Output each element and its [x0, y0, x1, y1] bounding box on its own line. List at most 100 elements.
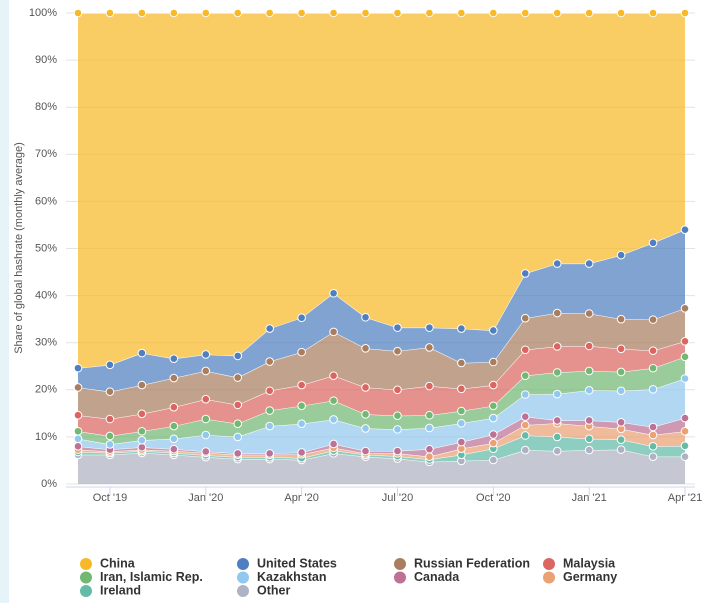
data-point [73, 442, 83, 451]
data-point [584, 366, 594, 376]
data-point [457, 418, 466, 428]
data-point [361, 446, 370, 456]
data-point [680, 336, 690, 346]
data-point [393, 425, 402, 434]
data-point [169, 354, 179, 364]
data-point [489, 380, 498, 390]
data-point [552, 389, 562, 399]
data-point [648, 430, 658, 440]
data-point [552, 308, 562, 318]
data-point [393, 411, 402, 421]
data-point [680, 8, 690, 18]
legend-marker [394, 558, 406, 570]
data-point [329, 288, 338, 298]
data-point [552, 446, 562, 456]
data-point [137, 380, 147, 390]
data-point [584, 434, 594, 444]
data-point [233, 8, 243, 18]
data-point [201, 394, 211, 404]
legend-marker [80, 558, 92, 570]
legend-marker [394, 571, 406, 584]
data-point [137, 8, 147, 18]
data-point [648, 8, 658, 18]
data-point [584, 259, 594, 268]
data-point [105, 414, 115, 424]
legend-marker [237, 558, 249, 570]
data-point [233, 373, 243, 382]
data-point [393, 385, 402, 395]
data-point [520, 412, 530, 421]
side-strip [0, 0, 9, 603]
data-point [425, 343, 434, 352]
data-point [201, 350, 211, 359]
legend-marker [80, 571, 92, 584]
data-point [105, 440, 115, 449]
y-tick-label: 60% [35, 195, 57, 207]
data-point [584, 416, 594, 425]
data-point [648, 238, 658, 248]
legend-marker [80, 585, 92, 597]
data-point [105, 8, 115, 18]
area [78, 229, 685, 392]
data-point [584, 341, 594, 351]
data-point [520, 420, 530, 430]
data-point [520, 445, 530, 455]
data-point [73, 363, 83, 373]
legend-marker [237, 571, 249, 584]
data-point [584, 385, 594, 395]
x-tick-label: Jan '21 [572, 492, 607, 504]
data-point [233, 432, 243, 442]
y-tick-label: 30% [35, 337, 57, 349]
legend-label: Germany [563, 570, 617, 584]
x-tick-label: Oct '20 [476, 492, 511, 504]
data-point [297, 401, 306, 411]
data-point [361, 383, 370, 392]
data-point [457, 406, 466, 416]
data-point [648, 346, 658, 356]
x-tick-label: Oct '19 [93, 492, 128, 504]
legend-label: Iran, Islamic Rep. [100, 570, 203, 584]
y-tick-label: 80% [35, 101, 57, 113]
data-point [329, 327, 338, 337]
data-point [489, 430, 498, 439]
area [78, 13, 685, 369]
data-point [169, 434, 179, 444]
y-tick-label: 10% [35, 431, 57, 443]
y-tick-label: 20% [35, 384, 57, 396]
data-point [489, 401, 498, 411]
data-point [489, 438, 498, 448]
data-point [297, 8, 306, 18]
data-point [584, 445, 594, 455]
data-point [201, 8, 211, 18]
data-point [616, 417, 626, 427]
data-point [552, 416, 562, 425]
data-point [137, 409, 147, 419]
data-point [169, 444, 179, 454]
data-point [520, 431, 530, 440]
y-tick-label: 100% [29, 7, 57, 19]
data-point [489, 357, 498, 367]
data-point [552, 432, 562, 442]
data-point [297, 313, 306, 323]
data-point [169, 8, 179, 18]
data-point [329, 396, 338, 405]
area [78, 378, 685, 454]
y-axis-label: Share of global hashrate (monthly averag… [13, 142, 25, 354]
data-point [233, 419, 243, 429]
data-point [329, 8, 338, 18]
data-point [233, 449, 243, 458]
area [78, 449, 685, 484]
x-tick-label: Jul '20 [382, 492, 413, 504]
data-point [169, 402, 179, 412]
data-point [201, 366, 211, 376]
data-point [616, 250, 626, 260]
area-line [77, 434, 686, 461]
legend-label: Kazakhstan [257, 570, 326, 584]
data-point [73, 434, 83, 444]
data-point [265, 406, 274, 415]
data-point [616, 314, 626, 324]
data-point [233, 400, 243, 410]
data-point [137, 348, 147, 358]
data-point [329, 415, 338, 424]
data-point [137, 426, 147, 436]
